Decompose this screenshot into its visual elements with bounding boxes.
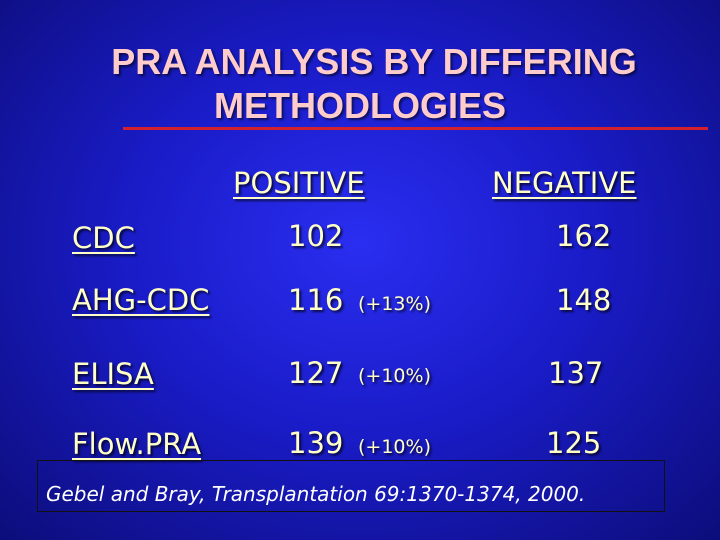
slide-title: PRA ANALYSIS BY DIFFERING METHODLOGIES [0,40,720,128]
slide-title-line-2: METHODLOGIES [213,85,506,126]
citation-text: Gebel and Bray, Transplantation 69:1370-… [46,482,586,506]
change-ahg-cdc: (+13%) [358,293,431,315]
row-label-elisa: ELISA [72,357,154,391]
row-label-cdc: CDC [72,221,135,255]
change-elisa: (+10%) [358,365,431,387]
negative-value-ahg-cdc: 148 [556,283,612,317]
title-divider [123,127,708,130]
row-label-flow-pra: Flow.PRA [72,427,202,461]
negative-value-flow-pra: 125 [546,426,602,460]
header-negative: NEGATIVE [492,166,637,200]
negative-value-elisa: 137 [548,356,604,390]
row-label-ahg-cdc: AHG-CDC [72,283,210,317]
slide-title-line-1: PRA ANALYSIS BY DIFFERING [111,41,637,82]
positive-value-ahg-cdc: 116 [288,283,344,317]
negative-value-cdc: 162 [556,219,612,253]
change-flow-pra: (+10%) [358,436,431,458]
header-positive: POSITIVE [233,166,365,200]
citation-box [37,460,665,512]
positive-value-cdc: 102 [288,219,344,253]
positive-value-flow-pra: 139 [288,426,344,460]
positive-value-elisa: 127 [288,356,344,390]
